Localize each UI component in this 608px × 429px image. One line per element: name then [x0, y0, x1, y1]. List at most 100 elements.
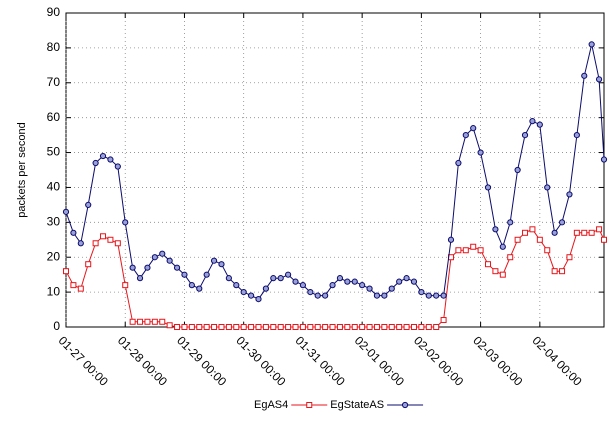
data-point [144, 264, 151, 271]
data-point [492, 226, 499, 233]
data-point [77, 240, 84, 247]
data-point [521, 132, 529, 139]
data-point [425, 324, 432, 330]
data-point [322, 324, 329, 330]
data-point [277, 275, 284, 282]
data-point [396, 324, 403, 330]
data-point [248, 324, 255, 330]
data-point [529, 226, 536, 233]
data-point [181, 271, 188, 278]
data-point [536, 236, 543, 243]
data-point [455, 247, 462, 254]
data-point [433, 292, 440, 299]
y-tick-label: 80 [47, 40, 61, 54]
data-point [137, 318, 144, 325]
data-point [292, 278, 299, 285]
data-point [514, 166, 521, 174]
data-point [225, 324, 232, 330]
data-point [210, 257, 218, 264]
data-point [255, 295, 262, 303]
data-point [366, 285, 373, 292]
y-axis-label: packets per second [16, 122, 28, 217]
data-point [188, 324, 195, 330]
legend-label: EgStateAS [330, 399, 384, 411]
x-tick-label: 01-28 00:00 [115, 333, 170, 388]
data-point [173, 264, 181, 271]
data-point [159, 318, 166, 325]
data-point [166, 257, 173, 264]
data-point [462, 247, 469, 254]
data-point [299, 324, 306, 330]
data-point [544, 247, 551, 254]
data-point [211, 324, 218, 330]
data-point [85, 201, 92, 208]
data-point [388, 324, 395, 330]
y-tick-label: 60 [47, 110, 61, 124]
data-point [566, 254, 573, 261]
data-point [114, 163, 121, 170]
data-point [596, 226, 603, 233]
data-point [359, 324, 366, 330]
data-point [595, 76, 603, 83]
data-point [136, 275, 144, 282]
data-point [573, 229, 580, 236]
data-point [601, 236, 607, 243]
data-point [425, 292, 432, 299]
data-point [122, 219, 129, 226]
data-point [129, 318, 136, 325]
data-point [373, 292, 381, 299]
data-point [285, 271, 292, 278]
data-point [107, 236, 114, 243]
data-point [77, 285, 84, 292]
data-point [100, 233, 107, 240]
data-point [529, 118, 536, 125]
data-point [470, 125, 477, 132]
data-point [62, 208, 70, 215]
series-line [65, 228, 605, 328]
data-point [403, 324, 410, 330]
data-point [329, 282, 336, 289]
data-point [203, 324, 210, 330]
y-tick-label: 70 [47, 75, 61, 89]
data-point [536, 121, 543, 128]
data-point [588, 41, 595, 48]
data-point [373, 324, 380, 330]
data-point [499, 271, 506, 278]
plot-frame [65, 12, 605, 328]
data-point [70, 282, 77, 289]
data-point [381, 324, 388, 330]
data-point [144, 318, 151, 325]
data-point [477, 247, 484, 254]
data-point [440, 317, 447, 324]
y-tick-label: 40 [47, 180, 61, 194]
data-point [351, 278, 358, 285]
data-point [507, 219, 514, 226]
data-point [151, 254, 158, 261]
legend-marker [306, 402, 313, 408]
data-point [514, 236, 521, 243]
y-tick-label: 0 [53, 319, 60, 333]
data-point [233, 282, 240, 289]
data-point [307, 324, 314, 330]
data-point [270, 275, 277, 282]
data-point [255, 324, 262, 330]
data-point [114, 240, 121, 247]
data-point [336, 275, 344, 282]
x-tick-label: 02-02 00:00 [411, 333, 466, 388]
data-point [92, 159, 99, 167]
data-point [418, 324, 425, 330]
data-point [366, 324, 373, 330]
data-point [151, 318, 158, 325]
data-point [559, 268, 566, 275]
data-point [470, 243, 477, 250]
data-point [522, 229, 529, 236]
data-point [381, 292, 388, 299]
data-point [292, 324, 299, 330]
data-point [247, 292, 255, 299]
data-point [181, 324, 188, 330]
data-point [166, 322, 173, 329]
data-point [233, 324, 240, 330]
data-point [99, 152, 107, 160]
x-tick-label: 01-31 00:00 [293, 333, 348, 388]
